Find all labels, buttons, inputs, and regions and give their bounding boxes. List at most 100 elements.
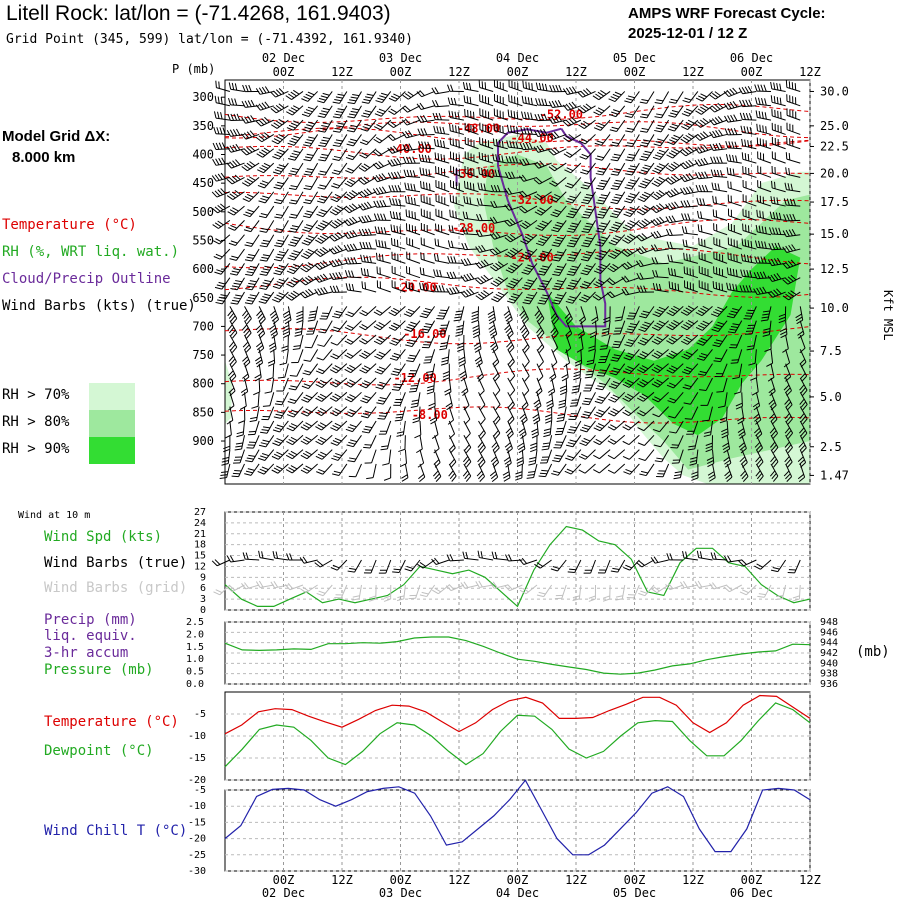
barb-flag: [363, 98, 371, 102]
barb-flag: [551, 302, 560, 305]
barb-flag: [264, 86, 270, 93]
barb-staff: [691, 406, 699, 420]
barb-flag: [303, 95, 311, 100]
barb-staff: [702, 334, 713, 346]
wind-barb: [446, 271, 464, 280]
barb-flag: [221, 459, 229, 463]
barb-flag: [553, 285, 561, 288]
barb-flag: [447, 84, 451, 92]
barb-flag: [441, 359, 449, 363]
barb-staff: [351, 306, 362, 318]
barb-flag: [248, 84, 252, 92]
wind-barb: [698, 265, 713, 279]
barb-flag: [681, 125, 688, 131]
barb-flag: [303, 159, 311, 162]
barb-staff: [580, 306, 587, 320]
wind-barb: [345, 283, 362, 293]
barb-flag: [492, 373, 499, 379]
barb-flag: [463, 274, 469, 281]
wind-barb: [347, 449, 362, 463]
barb-flag: [390, 373, 398, 376]
wind-barb: [244, 291, 260, 305]
barb-flag: [534, 211, 542, 216]
barb-flag: [261, 227, 269, 231]
barb-flag: [348, 141, 356, 144]
barb-flag: [653, 180, 661, 185]
barb-staff: [584, 134, 596, 145]
barb-flag: [377, 384, 385, 388]
wind-barb: [563, 133, 582, 143]
barb-staff: [478, 463, 486, 477]
wind-barb: [226, 128, 245, 137]
barb-flag: [668, 352, 676, 357]
barb-flag: [348, 283, 352, 291]
barb-staff: [601, 392, 611, 404]
barb-flag: [236, 434, 244, 438]
barb-flag: [480, 461, 486, 468]
wind-barb: [695, 184, 713, 193]
barb-staff: [385, 420, 392, 435]
barb-flag: [598, 225, 607, 228]
barb-flag: [512, 247, 519, 253]
barb-staff: [601, 148, 611, 161]
barb-flag: [288, 452, 295, 458]
barb-staff: [523, 102, 538, 107]
barb-flag: [259, 245, 267, 248]
barb-flag: [395, 416, 403, 419]
barb-staff: [507, 392, 515, 405]
barb-flag: [668, 309, 676, 315]
barb-staff: [266, 248, 275, 262]
barb-flag: [525, 81, 527, 89]
wind-barb: [742, 194, 757, 207]
barb-flag: [558, 405, 566, 409]
barb-flag: [697, 133, 703, 140]
barb-flag: [220, 172, 226, 180]
barb-flag: [428, 183, 431, 191]
barb-flag: [569, 405, 577, 407]
wind-barb: [591, 306, 599, 325]
barb-flag: [321, 139, 329, 142]
barb-flag: [303, 252, 310, 257]
barb-flag: [593, 469, 600, 474]
barb-flag: [566, 287, 574, 290]
wind-barb: [521, 363, 530, 382]
barb-flag: [349, 178, 356, 183]
wind-barb: [461, 227, 479, 236]
barb-flag: [518, 191, 525, 198]
wind-barb: [636, 391, 655, 402]
barb-flag: [448, 444, 455, 451]
barb-flag: [291, 252, 299, 256]
isotherm-label: -28.00: [452, 221, 495, 235]
wind-barb: [711, 320, 728, 333]
barb-flag: [504, 459, 511, 465]
barb-flag: [332, 196, 340, 200]
wind-barb: [374, 348, 392, 360]
barb-flag: [599, 196, 607, 200]
barb-flag: [275, 213, 283, 216]
barb-staff: [450, 231, 464, 236]
barb-flag: [478, 473, 484, 480]
barb-flag: [322, 122, 330, 125]
wind-barb: [621, 261, 640, 270]
barb-staff: [600, 406, 611, 418]
barb-staff: [362, 274, 377, 279]
barb-staff: [380, 119, 392, 131]
wind-barb: [270, 103, 289, 114]
wind-barb: [668, 91, 684, 104]
barb-flag: [229, 273, 238, 276]
barb-staff: [478, 320, 481, 335]
barb-flag: [524, 96, 527, 104]
barb-flag: [478, 80, 481, 88]
wind-barb: [329, 363, 348, 374]
wind-barb: [344, 320, 362, 331]
barb-flag: [288, 216, 296, 219]
barb-flag: [694, 122, 701, 128]
wind-barb: [317, 91, 333, 104]
barb-flag: [478, 458, 485, 465]
barb-flag: [655, 270, 659, 278]
barb-flag: [347, 396, 354, 401]
wind-barb: [473, 334, 482, 353]
barb-flag: [337, 108, 345, 111]
barb-staff: [573, 220, 582, 233]
barb-flag: [527, 264, 535, 268]
